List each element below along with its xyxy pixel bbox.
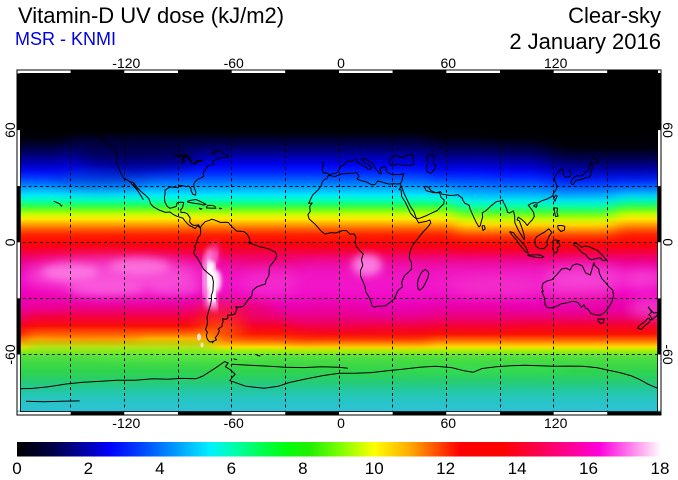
- svg-text:16: 16: [579, 459, 598, 478]
- svg-text:8: 8: [298, 459, 307, 478]
- svg-text:10: 10: [365, 459, 384, 478]
- svg-text:6: 6: [227, 459, 236, 478]
- svg-text:4: 4: [155, 459, 164, 478]
- svg-text:60: 60: [441, 55, 457, 71]
- svg-text:-60: -60: [224, 55, 244, 71]
- svg-text:12: 12: [436, 459, 455, 478]
- svg-text:0: 0: [12, 459, 21, 478]
- svg-text:-120: -120: [112, 415, 140, 431]
- svg-text:14: 14: [508, 459, 527, 478]
- svg-text:0: 0: [337, 55, 345, 71]
- svg-text:-60: -60: [224, 415, 244, 431]
- svg-text:120: 120: [544, 55, 568, 71]
- svg-text:-60: -60: [660, 344, 676, 364]
- svg-text:60: 60: [660, 122, 676, 138]
- svg-text:60: 60: [441, 415, 457, 431]
- svg-text:120: 120: [544, 415, 568, 431]
- svg-text:18: 18: [651, 459, 670, 478]
- svg-text:0: 0: [660, 238, 676, 246]
- svg-text:60: 60: [2, 122, 18, 138]
- svg-text:-60: -60: [2, 344, 18, 364]
- svg-text:-120: -120: [112, 55, 140, 71]
- svg-text:0: 0: [337, 415, 345, 431]
- svg-text:0: 0: [2, 238, 18, 246]
- svg-text:2: 2: [84, 459, 93, 478]
